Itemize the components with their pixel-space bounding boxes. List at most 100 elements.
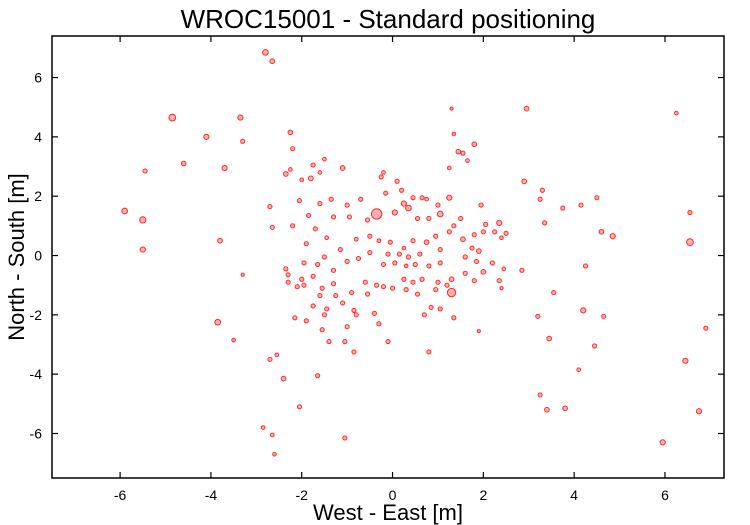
scatter-point xyxy=(419,195,425,201)
scatter-point xyxy=(448,276,455,283)
scatter-point xyxy=(364,291,371,297)
scatter-point xyxy=(496,278,502,284)
scatter-point xyxy=(387,239,393,245)
scatter-point xyxy=(344,258,350,265)
scatter-point xyxy=(310,162,316,168)
scatter-point xyxy=(353,236,359,242)
scatter-point xyxy=(267,356,273,362)
scatter-point xyxy=(139,246,146,253)
scatter-point xyxy=(351,349,357,355)
scatter-point xyxy=(139,216,147,224)
scatter-point xyxy=(392,260,398,266)
scatter-point xyxy=(426,215,432,222)
y-tick-label: 2 xyxy=(34,188,42,204)
scatter-point xyxy=(492,229,498,235)
scatter-point xyxy=(339,165,346,171)
scatter-point xyxy=(344,202,350,208)
scatter-point xyxy=(317,292,323,299)
y-tick-label: 0 xyxy=(34,248,42,264)
scatter-point xyxy=(489,260,496,266)
scatter-point xyxy=(460,236,466,243)
scatter-point xyxy=(380,261,387,267)
scatter-point xyxy=(471,141,478,148)
y-tick-label: 6 xyxy=(34,70,42,86)
scatter-point xyxy=(260,425,266,430)
scatter-point xyxy=(695,408,703,415)
scatter-point xyxy=(221,164,228,172)
scatter-point xyxy=(601,313,607,319)
scatter-point xyxy=(296,404,303,410)
scatter-point xyxy=(267,203,273,210)
scatter-point xyxy=(436,210,444,218)
scatter-point xyxy=(355,255,362,262)
scatter-point xyxy=(317,170,323,175)
scatter-point xyxy=(292,315,298,321)
scatter-point xyxy=(288,167,293,172)
scatter-point xyxy=(315,261,321,267)
scatter-point xyxy=(419,276,425,282)
scatter-point xyxy=(376,238,382,244)
scatter-point xyxy=(389,285,396,291)
scatter-point xyxy=(269,432,275,438)
scatter-point xyxy=(544,406,550,413)
scatter-point xyxy=(537,392,543,398)
scatter-point xyxy=(315,373,321,379)
x-tick-label: -4 xyxy=(205,487,218,503)
scatter-point xyxy=(330,214,337,220)
scatter-point xyxy=(358,196,364,202)
scatter-point xyxy=(576,367,582,373)
scatter-point xyxy=(376,321,382,327)
scatter-point xyxy=(609,233,616,240)
scatter-point xyxy=(471,278,477,284)
scatter-point xyxy=(274,352,280,358)
scatter-point xyxy=(231,337,236,343)
scatter-point xyxy=(121,207,129,215)
scatter-point xyxy=(399,187,405,193)
scatter-point xyxy=(475,248,482,254)
scatter-point xyxy=(405,254,412,260)
scatter-point xyxy=(362,279,368,285)
scatter-point xyxy=(296,198,303,204)
scatter-point xyxy=(237,114,244,121)
x-tick-label: -6 xyxy=(114,487,127,503)
scatter-point xyxy=(383,190,389,196)
scatter-point xyxy=(342,435,348,441)
scatter-point xyxy=(686,238,694,247)
scatter-point xyxy=(330,267,337,273)
scatter-point xyxy=(437,306,443,312)
scatter-point xyxy=(437,260,443,266)
scatter-point xyxy=(414,291,421,297)
scatter-point xyxy=(403,287,409,293)
scatter-point xyxy=(682,357,689,364)
scatter-point xyxy=(480,229,486,235)
scatter-point xyxy=(428,304,434,311)
scatter-point xyxy=(501,266,507,272)
scatter-point xyxy=(560,205,566,211)
scatter-point xyxy=(598,228,605,235)
scatter-point xyxy=(435,279,441,285)
scatter-point xyxy=(594,195,600,201)
scatter-point xyxy=(499,286,504,291)
scatter-point xyxy=(301,282,307,288)
scatter-point xyxy=(580,307,587,314)
axes: -6 -4 -2 0 2 4 6 -6 -4 -2 0 2 4 6 xyxy=(30,35,725,503)
scatter-point xyxy=(319,285,325,291)
scatter-point xyxy=(303,318,309,324)
scatter-point xyxy=(546,335,553,342)
scatter-point xyxy=(217,237,223,244)
scatter-point xyxy=(460,150,466,156)
scatter-point xyxy=(303,241,309,247)
scatter-point xyxy=(521,178,528,185)
scatter-point xyxy=(310,273,316,279)
scatter-points xyxy=(121,48,709,457)
scatter-point xyxy=(421,312,427,318)
scatter-point xyxy=(285,279,291,285)
scatter-point xyxy=(380,284,387,290)
chart-title: WROC15001 - Standard positioning xyxy=(181,4,596,34)
scatter-point xyxy=(401,245,407,251)
scatter-point xyxy=(424,196,429,202)
scatter-point xyxy=(324,235,330,241)
scatter-point xyxy=(351,307,357,313)
scatter-point xyxy=(478,202,484,208)
scatter-point xyxy=(401,276,407,282)
